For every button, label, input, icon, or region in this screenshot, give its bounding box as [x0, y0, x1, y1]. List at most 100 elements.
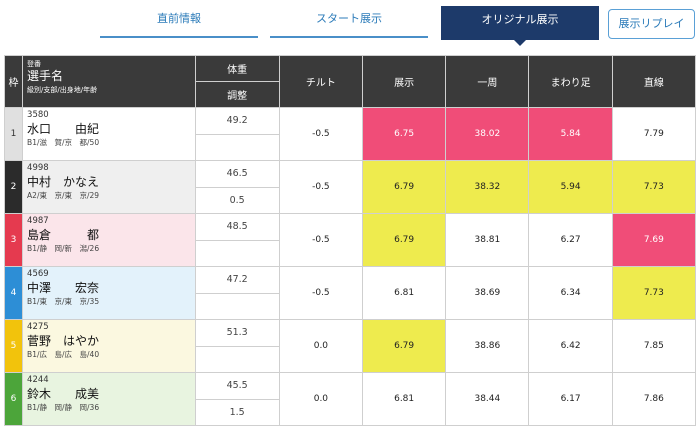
weight-cell: 47.2 [194, 266, 280, 294]
header-racer: 登番 選手名 級別/支部/出身地/年齢 [22, 55, 196, 108]
tenji-cell: 6.79 [361, 213, 447, 267]
adjust-cell [194, 239, 280, 267]
tilt-cell: 0.0 [278, 319, 364, 373]
weight-cell: 45.5 [194, 372, 280, 400]
adjust-cell [194, 133, 280, 161]
isshu-cell: 38.44 [445, 372, 530, 426]
isshu-cell: 38.32 [445, 160, 530, 214]
tilt-cell: -0.5 [278, 160, 364, 214]
racer-cell: 4275 菅野 はやか B1/広 島/広 島/40 [22, 319, 196, 373]
waku-cell: 3 [3, 213, 24, 267]
weight-cell: 46.5 [194, 160, 280, 188]
chokusen-cell: 7.73 [611, 160, 697, 214]
racer-regno: 4569 [27, 269, 49, 279]
original-exhibition-table: 枠 登番 選手名 級別/支部/出身地/年齢 体重 チルト 展示 一周 まわり足 … [3, 55, 697, 426]
racer-regno: 4275 [27, 322, 49, 332]
tenji-cell: 6.75 [361, 107, 447, 161]
header-isshu: 一周 [445, 55, 530, 108]
header-adjust: 調整 [194, 81, 280, 108]
table-row: 5 4275 菅野 はやか B1/広 島/広 島/40 51.3 0.0 6.7… [3, 319, 697, 373]
adjust-cell [194, 345, 280, 373]
exhibition-replay-button[interactable]: 展示リプレイ [608, 9, 695, 39]
waku-cell: 4 [3, 266, 24, 320]
table-row [5, 133, 696, 161]
header-mawari: まわり足 [528, 55, 613, 108]
adjust-cell: 1.5 [194, 398, 280, 426]
racer-cell: 3580 水口 由紀 B1/滋 賀/京 都/50 [22, 107, 196, 161]
weight-cell: 48.5 [194, 213, 280, 241]
chokusen-cell: 7.69 [611, 213, 697, 267]
racer-info: B1/静 岡/新 潟/26 [27, 244, 100, 253]
table-row: 3 4987 島倉 都 B1/静 岡/新 潟/26 48.5 -0.5 6.79… [3, 213, 697, 267]
racer-name[interactable]: 中村 かなえ [27, 175, 100, 189]
tilt-cell: 0.0 [278, 372, 364, 426]
racer-name[interactable]: 鈴木 成美 [27, 387, 100, 401]
mawari-cell: 6.27 [528, 213, 613, 267]
racer-cell: 4569 中澤 宏奈 B1/東 京/東 京/35 [22, 266, 196, 320]
chokusen-cell: 7.86 [611, 372, 697, 426]
tenji-cell: 6.79 [361, 160, 447, 214]
tab-original-exhibition[interactable]: オリジナル展示 [441, 6, 599, 46]
table-row: 1 3580 水口 由紀 B1/滋 賀/京 都/50 49.2 -0.5 6.7… [3, 107, 697, 161]
weight-cell: 49.2 [194, 107, 280, 135]
header-regno: 登番 [27, 60, 42, 68]
racer-info: B1/滋 賀/京 都/50 [27, 138, 100, 147]
header-tenji: 展示 [361, 55, 447, 108]
racer-regno: 4998 [27, 163, 49, 173]
header-weight: 体重 [194, 55, 280, 82]
header-name: 選手名 [27, 69, 64, 83]
mawari-cell: 6.34 [528, 266, 613, 320]
tenji-cell: 6.81 [361, 266, 447, 320]
table-row: 6 4244 鈴木 成美 B1/静 岡/静 岡/36 45.5 0.0 6.81… [3, 372, 697, 426]
racer-name[interactable]: 菅野 はやか [27, 334, 100, 348]
chokusen-cell: 7.73 [611, 266, 697, 320]
chokusen-cell: 7.79 [611, 107, 697, 161]
header-chokusen: 直線 [611, 55, 697, 108]
tilt-cell: -0.5 [278, 213, 364, 267]
table-row: 0.5 [5, 186, 696, 214]
mawari-cell: 5.94 [528, 160, 613, 214]
isshu-cell: 38.02 [445, 107, 530, 161]
racer-info: A2/東 京/東 京/29 [27, 191, 100, 200]
waku-cell: 5 [3, 319, 24, 373]
header-tilt: チルト [278, 55, 364, 108]
racer-name[interactable]: 中澤 宏奈 [27, 281, 100, 295]
tab-start-exhibition[interactable]: スタート展示 [270, 8, 428, 38]
table-row: 4 4569 中澤 宏奈 B1/東 京/東 京/35 47.2 -0.5 6.8… [3, 266, 697, 320]
adjust-cell: 0.5 [194, 186, 280, 214]
tenji-cell: 6.79 [361, 319, 447, 373]
tenji-cell: 6.81 [361, 372, 447, 426]
table-row: 2 4998 中村 かなえ A2/東 京/東 京/29 46.5 -0.5 6.… [3, 160, 697, 214]
mawari-cell: 5.84 [528, 107, 613, 161]
racer-regno: 4244 [27, 375, 49, 385]
isshu-cell: 38.86 [445, 319, 530, 373]
tab-bar: 直前情報 スタート展示 オリジナル展示 展示リプレイ [0, 0, 700, 46]
header-waku: 枠 [3, 55, 24, 108]
racer-cell: 4244 鈴木 成美 B1/静 岡/静 岡/36 [22, 372, 196, 426]
racer-regno: 3580 [27, 110, 49, 120]
tilt-cell: -0.5 [278, 266, 364, 320]
chokusen-cell: 7.85 [611, 319, 697, 373]
waku-cell: 6 [3, 372, 24, 426]
table-row: 1.5 [5, 398, 696, 426]
mawari-cell: 6.17 [528, 372, 613, 426]
racer-info: B1/静 岡/静 岡/36 [27, 403, 100, 412]
tab-prerace-info[interactable]: 直前情報 [100, 8, 258, 38]
racer-cell: 4987 島倉 都 B1/静 岡/新 潟/26 [22, 213, 196, 267]
waku-cell: 2 [3, 160, 24, 214]
racer-info: B1/広 島/広 島/40 [27, 350, 100, 359]
tilt-cell: -0.5 [278, 107, 364, 161]
adjust-cell [194, 292, 280, 320]
header-sub: 級別/支部/出身地/年齢 [27, 86, 98, 94]
racer-cell: 4998 中村 かなえ A2/東 京/東 京/29 [22, 160, 196, 214]
racer-name[interactable]: 島倉 都 [27, 228, 100, 242]
table-row [5, 239, 696, 267]
racer-regno: 4987 [27, 216, 49, 226]
weight-cell: 51.3 [194, 319, 280, 347]
waku-cell: 1 [3, 107, 24, 161]
mawari-cell: 6.42 [528, 319, 613, 373]
isshu-cell: 38.69 [445, 266, 530, 320]
racer-name[interactable]: 水口 由紀 [27, 122, 100, 136]
racer-info: B1/東 京/東 京/35 [27, 297, 100, 306]
isshu-cell: 38.81 [445, 213, 530, 267]
